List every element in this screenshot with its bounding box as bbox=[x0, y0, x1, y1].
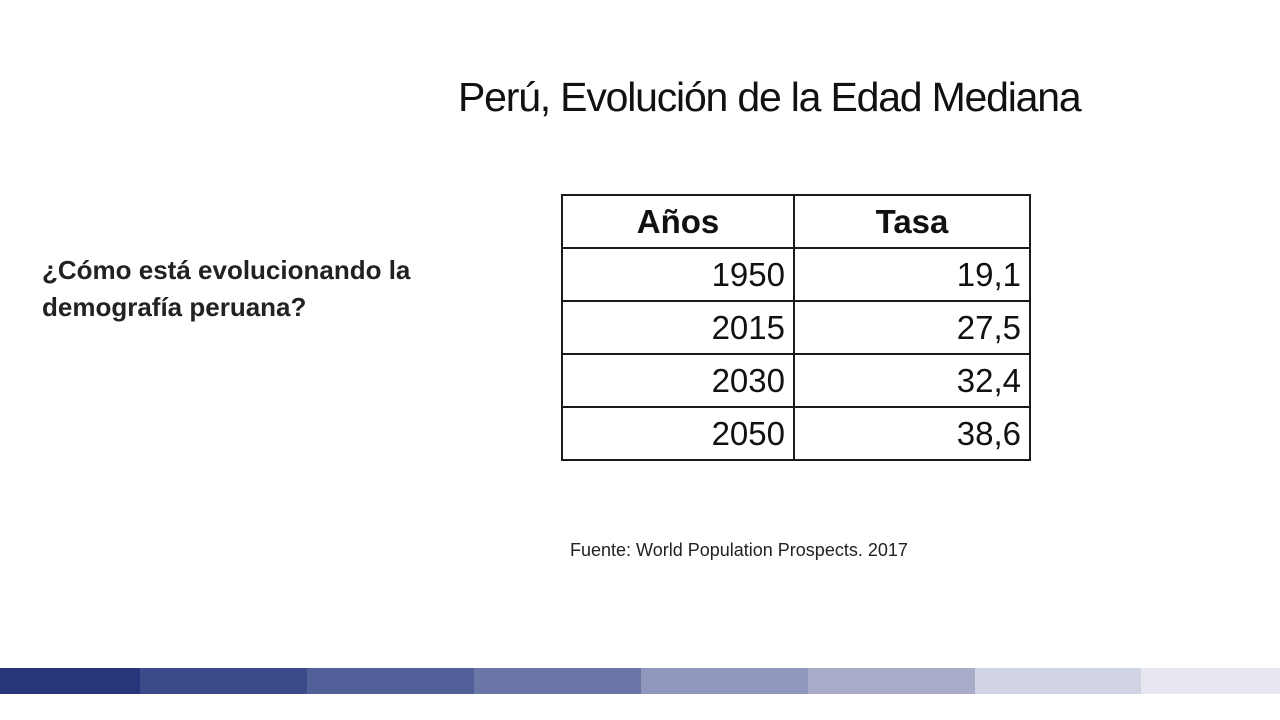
cell-rate: 27,5 bbox=[793, 300, 1031, 355]
question-text: ¿Cómo está evolucionando la demografía p… bbox=[42, 255, 411, 322]
table-row: 2015 27,5 bbox=[561, 300, 1031, 355]
cell-year: 2030 bbox=[561, 353, 795, 408]
table-header-row: Años Tasa bbox=[561, 194, 1031, 249]
color-bar-segment bbox=[474, 668, 641, 694]
header-rate: Tasa bbox=[793, 194, 1031, 249]
cell-rate: 38,6 bbox=[793, 406, 1031, 461]
color-bar-segment bbox=[975, 668, 1141, 694]
cell-year: 2050 bbox=[561, 406, 795, 461]
table-row: 2030 32,4 bbox=[561, 353, 1031, 408]
slide-title: Perú, Evolución de la Edad Mediana bbox=[458, 74, 1082, 120]
table-row: 2050 38,6 bbox=[561, 406, 1031, 461]
cell-year: 2015 bbox=[561, 300, 795, 355]
color-bar-segment bbox=[307, 668, 474, 694]
cell-rate: 19,1 bbox=[793, 247, 1031, 302]
cell-year: 1950 bbox=[561, 247, 795, 302]
median-age-table: Años Tasa 1950 19,1 2015 27,5 2030 32,4 … bbox=[561, 194, 1031, 461]
header-years: Años bbox=[561, 194, 795, 249]
color-bar-segment bbox=[1141, 668, 1280, 694]
source-note: Fuente: World Population Prospects. 2017 bbox=[570, 540, 908, 560]
color-bar-segment bbox=[140, 668, 307, 694]
color-bar-segment bbox=[0, 668, 140, 694]
color-bar-segment bbox=[808, 668, 975, 694]
cell-rate: 32,4 bbox=[793, 353, 1031, 408]
table-row: 1950 19,1 bbox=[561, 247, 1031, 302]
color-bar-segment bbox=[641, 668, 808, 694]
footer-color-bar bbox=[0, 668, 1280, 694]
